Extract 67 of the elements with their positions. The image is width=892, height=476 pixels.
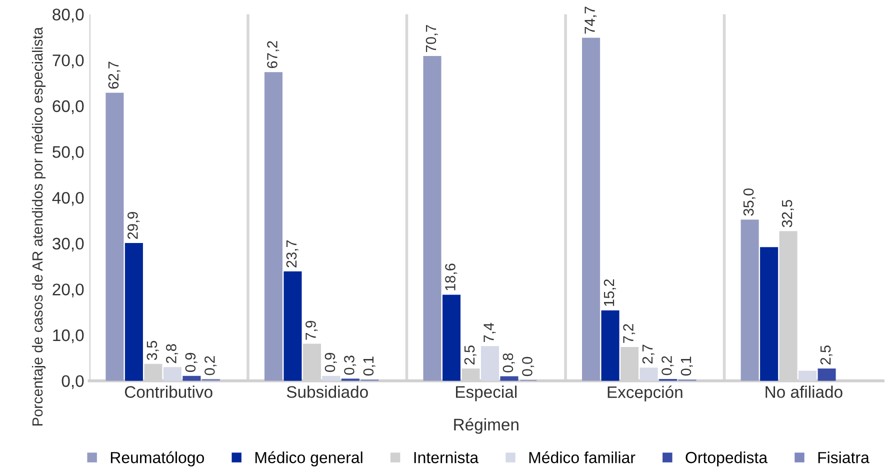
y-tick-label: 10,0 [53, 329, 84, 344]
data-label: 0,9 [185, 352, 198, 372]
data-label: 32,5 [782, 200, 794, 228]
data-label: 2,7 [642, 344, 654, 364]
bar [322, 376, 340, 381]
data-label: 29,9 [128, 212, 140, 239]
legend-label: Médico familiar [529, 451, 636, 464]
x-tick-label: Especial [456, 386, 517, 402]
legend-label: Médico general [255, 451, 362, 466]
data-label: 2,5 [820, 346, 832, 364]
data-label: 15,2 [604, 279, 616, 306]
bar [798, 370, 817, 381]
y-tick-label: 0,0 [62, 375, 84, 389]
x-tick-label: Subsidiado [286, 386, 368, 398]
bar [163, 367, 182, 381]
bar [601, 310, 620, 381]
data-label: 2,8 [166, 344, 178, 364]
bar [264, 72, 282, 381]
data-label: 0,2 [662, 356, 674, 376]
y-tick-label: 70,0 [52, 54, 84, 68]
bar [582, 38, 600, 381]
y-tick-label: 20,0 [52, 284, 84, 298]
bar [124, 242, 143, 381]
data-label: 0,9 [324, 352, 337, 372]
bar [106, 92, 124, 381]
y-tick-label: 50,0 [52, 146, 84, 160]
data-label: 7,2 [623, 324, 636, 343]
bar [818, 368, 836, 381]
data-label: 0,2 [204, 356, 217, 376]
x-tick-label: No afiliado [766, 386, 842, 398]
data-label: 0,8 [502, 353, 515, 372]
y-axis-title: Porcentaje de casos de AR atendidos por médico especialista [32, 27, 46, 426]
x-tick-label: Contributivo [124, 386, 212, 398]
y-tick-label: 30,0 [52, 238, 84, 252]
data-label: 7,4 [484, 322, 496, 342]
data-label: 7,9 [306, 320, 318, 340]
data-label: 74,7 [584, 6, 597, 34]
bar [182, 376, 201, 381]
data-label: 0,3 [344, 356, 356, 375]
bar [442, 294, 461, 381]
bar [740, 220, 759, 381]
data-label: 3,5 [146, 340, 159, 360]
bar [423, 56, 442, 381]
legend-label: Reumatólogo [110, 451, 204, 466]
data-label: 62,7 [108, 62, 120, 89]
bar [500, 376, 518, 381]
x-axis-title: Régimen [454, 418, 518, 434]
data-label: 18,6 [445, 264, 458, 290]
legend-label: Fisiatra [818, 451, 870, 464]
bar [480, 346, 500, 381]
data-label: 67,2 [267, 41, 280, 68]
bar [760, 247, 778, 381]
y-tick-label: 40,0 [52, 192, 84, 206]
y-tick-label: 80,0 [52, 8, 84, 22]
data-label: 35,0 [743, 188, 756, 216]
bar [284, 271, 302, 381]
legend-label: Ortopedista [686, 451, 768, 466]
bar [640, 368, 658, 381]
data-label: 0,1 [680, 356, 693, 376]
data-label: 0,0 [522, 356, 534, 376]
data-label: 0,1 [363, 356, 376, 376]
data-label: 23,7 [286, 240, 298, 268]
y-tick-label: 60,0 [52, 100, 84, 114]
legend-label: Internista [414, 451, 479, 464]
x-tick-label: Excepción [608, 386, 682, 402]
data-label: 2,5 [464, 346, 476, 364]
data-label: 70,7 [426, 25, 438, 52]
